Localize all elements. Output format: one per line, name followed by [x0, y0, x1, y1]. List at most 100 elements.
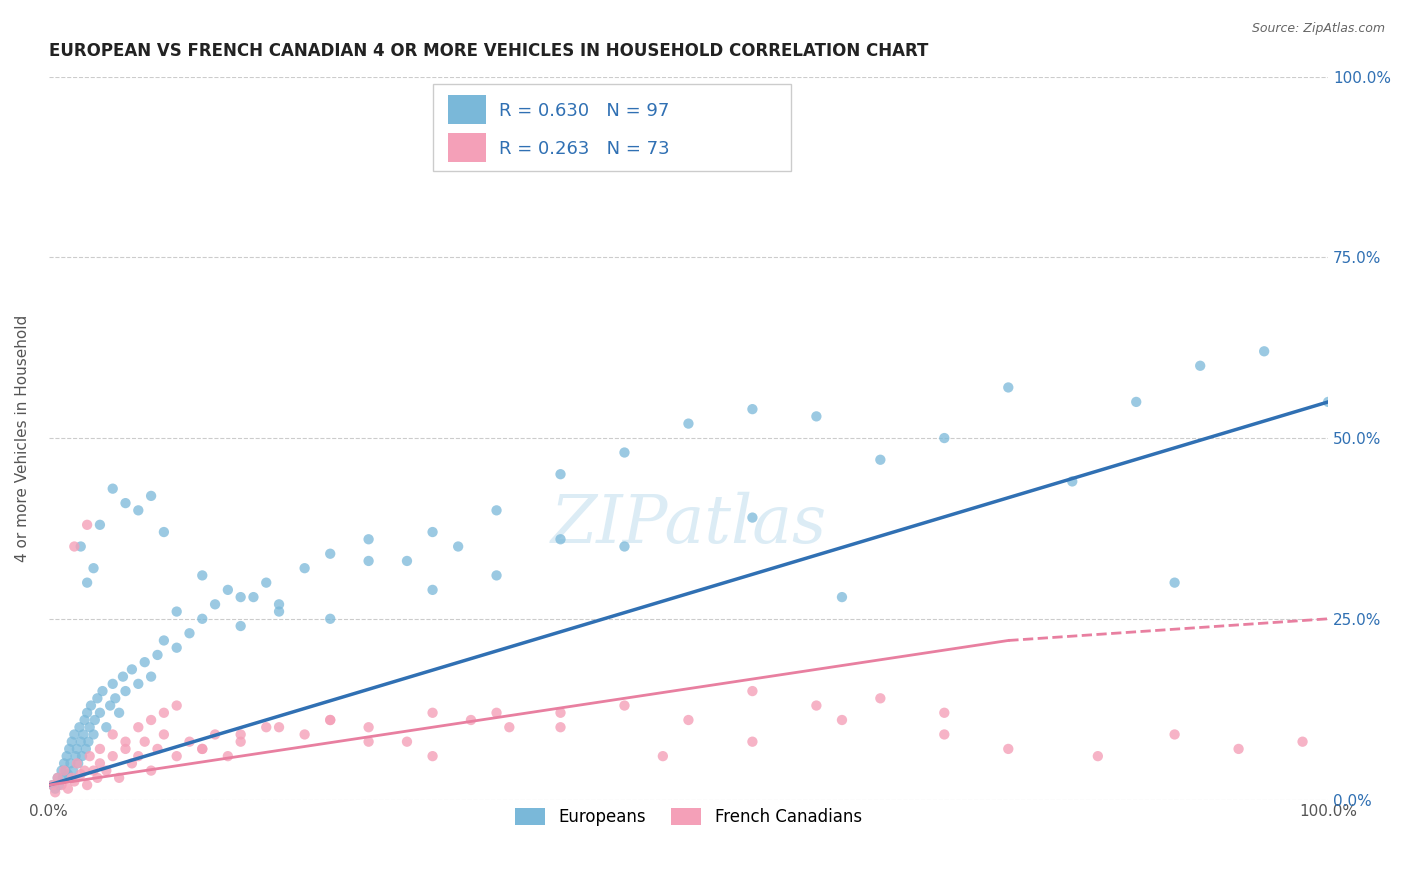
Point — [179, 734, 201, 748]
Point — [485, 706, 508, 720]
Point — [89, 756, 111, 771]
Point — [254, 720, 277, 734]
Point — [56, 767, 79, 781]
Point — [114, 734, 136, 748]
Point — [678, 417, 700, 431]
Point — [934, 706, 956, 720]
Point — [72, 727, 94, 741]
Point — [51, 778, 73, 792]
Point — [1062, 475, 1084, 489]
Point — [550, 467, 572, 482]
Point — [191, 612, 214, 626]
Point — [63, 774, 86, 789]
Point — [613, 445, 636, 459]
Point — [46, 771, 69, 785]
Point — [191, 568, 214, 582]
Point — [66, 756, 89, 771]
Point — [498, 720, 520, 734]
Point — [1163, 727, 1185, 741]
Point — [806, 698, 828, 713]
Point — [447, 540, 470, 554]
Point — [69, 720, 91, 734]
Point — [806, 409, 828, 424]
Legend: Europeans, French Canadians: Europeans, French Canadians — [508, 800, 870, 835]
Point — [52, 771, 75, 785]
Point — [191, 742, 214, 756]
Point — [104, 691, 127, 706]
Point — [86, 771, 108, 785]
Point — [204, 598, 226, 612]
Point — [1087, 749, 1109, 764]
Point — [69, 540, 91, 554]
Point — [86, 691, 108, 706]
Point — [66, 742, 89, 756]
Point — [55, 749, 77, 764]
Point — [357, 533, 380, 547]
Point — [613, 698, 636, 713]
Point — [191, 742, 214, 756]
Point — [485, 568, 508, 582]
Point — [73, 764, 96, 778]
Point — [60, 771, 83, 785]
Point — [204, 727, 226, 741]
Text: R = 0.630   N = 97: R = 0.630 N = 97 — [499, 103, 669, 120]
Point — [101, 482, 124, 496]
Point — [127, 503, 149, 517]
Point — [217, 582, 239, 597]
Point — [111, 670, 134, 684]
Point — [319, 713, 342, 727]
Point — [73, 713, 96, 727]
Point — [55, 764, 77, 778]
FancyBboxPatch shape — [449, 133, 486, 162]
Point — [395, 734, 418, 748]
Point — [114, 742, 136, 756]
Point — [134, 734, 156, 748]
Point — [58, 742, 80, 756]
Point — [741, 510, 763, 524]
Point — [79, 720, 101, 734]
Point — [869, 691, 891, 706]
Point — [53, 756, 76, 771]
Point — [319, 612, 342, 626]
Text: R = 0.263   N = 73: R = 0.263 N = 73 — [499, 140, 669, 158]
Point — [460, 713, 482, 727]
Point — [114, 684, 136, 698]
Point — [254, 575, 277, 590]
Point — [741, 684, 763, 698]
Point — [139, 489, 162, 503]
Point — [319, 713, 342, 727]
FancyBboxPatch shape — [449, 95, 486, 124]
Point — [357, 720, 380, 734]
Point — [613, 540, 636, 554]
Point — [153, 706, 176, 720]
Point — [179, 626, 201, 640]
Point — [294, 727, 316, 741]
Point — [77, 734, 100, 748]
Point — [934, 431, 956, 445]
Point — [831, 713, 853, 727]
Point — [59, 756, 82, 771]
Point — [267, 720, 290, 734]
Point — [422, 706, 444, 720]
Point — [41, 778, 63, 792]
Point — [166, 605, 188, 619]
Point — [550, 706, 572, 720]
Point — [422, 582, 444, 597]
Point — [267, 605, 290, 619]
Point — [550, 720, 572, 734]
Point — [62, 764, 84, 778]
Point — [229, 619, 252, 633]
Point — [485, 503, 508, 517]
Point — [997, 742, 1019, 756]
Point — [1163, 575, 1185, 590]
Point — [153, 727, 176, 741]
Point — [89, 742, 111, 756]
Point — [76, 517, 98, 532]
Point — [83, 764, 105, 778]
Point — [76, 778, 98, 792]
Point — [101, 749, 124, 764]
Point — [153, 524, 176, 539]
Point — [51, 764, 73, 778]
Point — [83, 713, 105, 727]
Point — [1253, 344, 1275, 359]
